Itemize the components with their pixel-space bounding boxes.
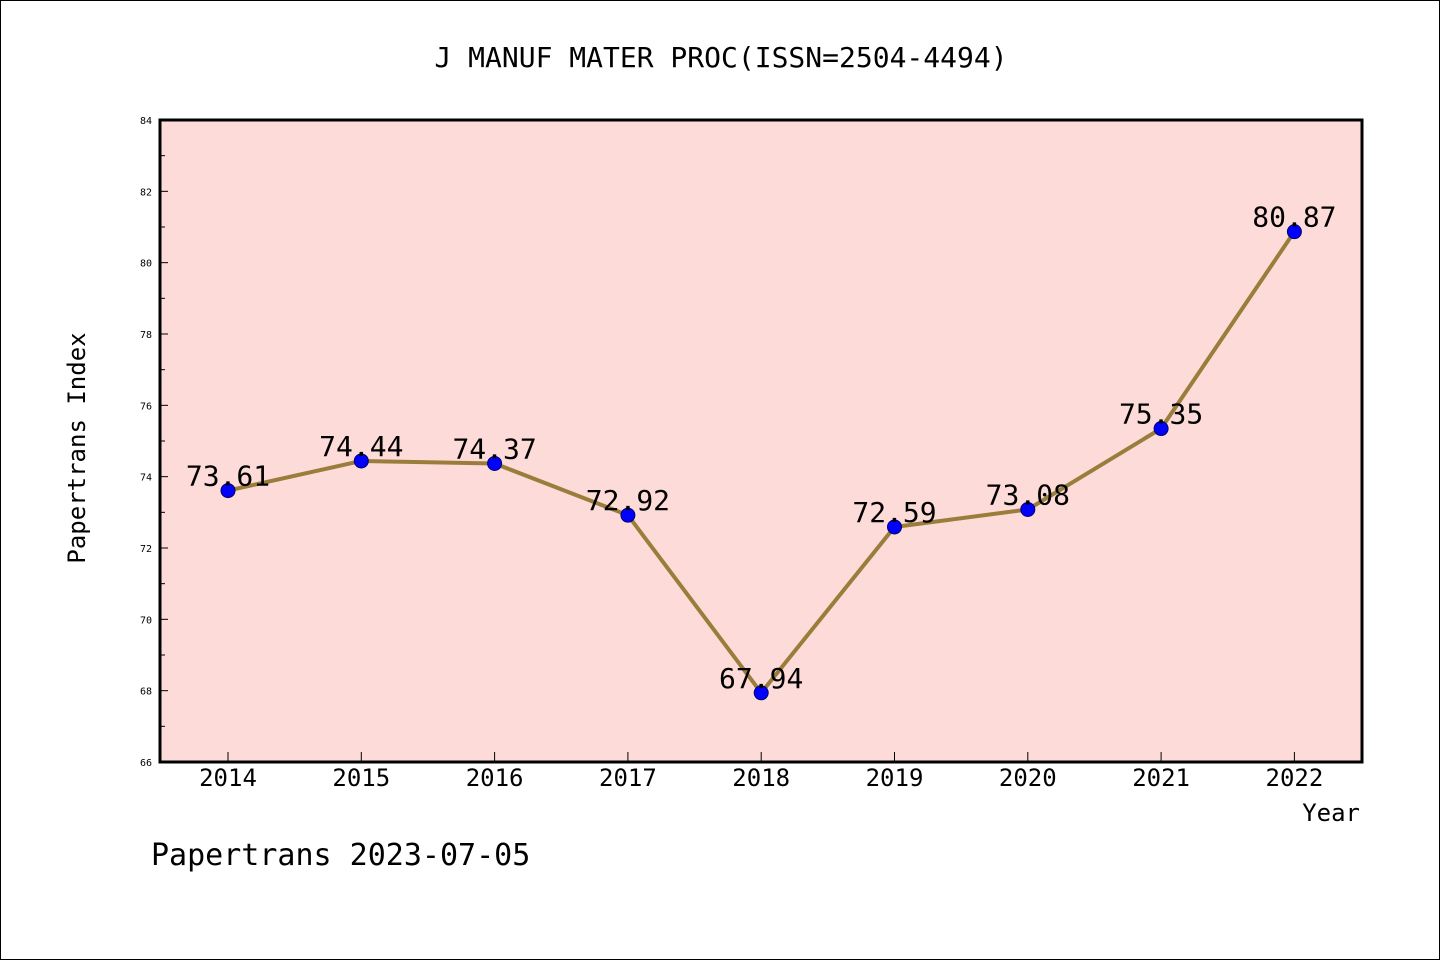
- y-axis-label: Papertrans Index: [63, 332, 91, 563]
- data-point: [220, 483, 236, 499]
- chart-title: J MANUF MATER PROC(ISSN=2504-4494): [434, 41, 1007, 74]
- footer-text: Papertrans 2023-07-05: [151, 838, 530, 873]
- y-tick-label: 66: [140, 758, 152, 769]
- x-tick-label: 2014: [199, 764, 257, 792]
- x-tick-label: 2020: [999, 764, 1057, 792]
- data-labels: 73.61 74.44 74.37 72.92 67.94 72.59 73.08 75.35…: [186, 201, 1337, 695]
- data-point: [1153, 421, 1169, 437]
- y-tick-label: 80: [140, 259, 152, 270]
- y-tick-label: 84: [140, 116, 152, 127]
- y-axis: 66 68 70 72 74 76 78 80 82 84: [140, 116, 168, 769]
- data-label: 74.44: [319, 430, 403, 463]
- y-tick-label: 82: [140, 187, 152, 198]
- y-tick-label: 76: [140, 401, 152, 412]
- y-tick-label: 68: [140, 687, 152, 698]
- data-label: 75.35: [1119, 398, 1203, 431]
- data-point: [1286, 224, 1302, 240]
- data-point: [753, 685, 769, 701]
- x-tick-label: 2021: [1132, 764, 1190, 792]
- plot-area: [158, 118, 1364, 764]
- x-tick-label: 2018: [732, 764, 790, 792]
- data-label: 73.61: [186, 460, 270, 493]
- data-label: 73.08: [986, 478, 1070, 511]
- y-tick-label: 70: [140, 615, 152, 626]
- x-tick-label: 2016: [466, 764, 524, 792]
- x-tick-label: 2017: [599, 764, 657, 792]
- data-point: [1020, 501, 1036, 517]
- data-label: 72.92: [586, 484, 670, 517]
- data-point: [620, 507, 636, 523]
- data-label: 67.94: [719, 662, 803, 695]
- x-tick-label: 2022: [1266, 764, 1324, 792]
- y-tick-label: 74: [140, 473, 152, 484]
- y-tick-label: 78: [140, 330, 152, 341]
- y-tick-label: 72: [140, 544, 152, 555]
- data-label: 74.37: [452, 432, 536, 465]
- data-label: 80.87: [1252, 201, 1336, 234]
- data-point: [487, 455, 503, 471]
- data-points: [220, 224, 1302, 701]
- x-axis: 2014 2015 2016 2017 2018 2019 2020 2021 2022: [199, 752, 1323, 792]
- data-point: [353, 453, 369, 469]
- data-label: 72.59: [852, 496, 936, 529]
- x-tick-label: 2015: [332, 764, 390, 792]
- data-point: [887, 519, 902, 535]
- x-axis-label: Year: [1302, 799, 1360, 827]
- x-tick-label: 2019: [866, 764, 924, 792]
